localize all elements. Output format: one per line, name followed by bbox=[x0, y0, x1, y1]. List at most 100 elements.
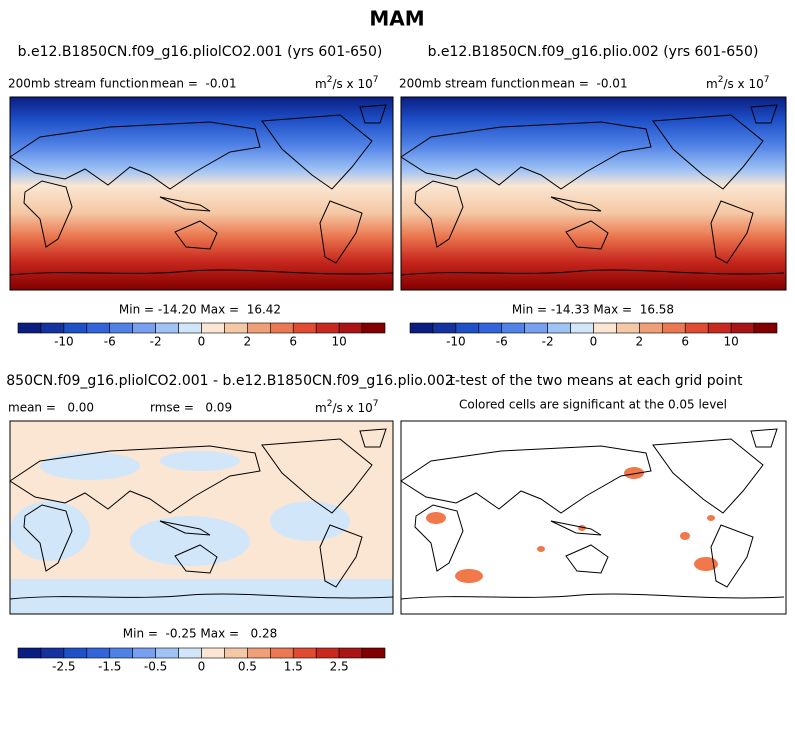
colorbar-box bbox=[247, 322, 271, 334]
colorbar-box bbox=[707, 322, 732, 334]
colorbar-box bbox=[109, 322, 133, 334]
colorbar-label: 6 bbox=[289, 335, 297, 349]
units-part: 2 bbox=[327, 399, 333, 409]
map bbox=[9, 420, 394, 615]
colorbar-box bbox=[639, 322, 663, 334]
colorbar-box bbox=[201, 647, 225, 659]
panel-title: b.e12.B1850CN.f09_g16.plio.002 (yrs 601-… bbox=[428, 44, 759, 60]
colorbar-label: -1.5 bbox=[98, 660, 121, 674]
colorbar-box bbox=[292, 647, 317, 659]
colorbar-box bbox=[361, 322, 386, 334]
colorbar-box bbox=[132, 647, 156, 659]
units-part: 2 bbox=[327, 75, 333, 85]
colorbar-label: -6 bbox=[496, 335, 508, 349]
colorbar-box bbox=[132, 322, 156, 334]
colorbar-box bbox=[662, 322, 686, 334]
colorbar-box bbox=[753, 322, 778, 334]
colorbar-box bbox=[524, 322, 548, 334]
colorbar-label: 2.5 bbox=[330, 660, 349, 674]
units: m2/s x 107 bbox=[706, 75, 769, 91]
colorbar-label: 6 bbox=[681, 335, 689, 349]
colorbar-box bbox=[593, 322, 617, 334]
units-part: /s x 10 bbox=[332, 77, 372, 91]
colorbar-box bbox=[178, 647, 202, 659]
map bbox=[400, 420, 787, 615]
rmse: rmse = 0.09 bbox=[150, 401, 232, 415]
colorbar-box bbox=[501, 322, 525, 334]
units: m2/s x 107 bbox=[315, 399, 378, 415]
colorbar-label: -0.5 bbox=[144, 660, 167, 674]
stats: Min = -14.20 Max = 16.42 bbox=[119, 303, 281, 317]
colorbar-box bbox=[224, 647, 248, 659]
colorbar-box bbox=[338, 647, 363, 659]
units-part: 7 bbox=[764, 75, 770, 85]
colorbar-box bbox=[109, 647, 133, 659]
colorbar-label: 1.5 bbox=[284, 660, 303, 674]
mean: mean = 0.00 bbox=[8, 401, 94, 415]
units-part: 7 bbox=[373, 75, 379, 85]
panel-title: 850CN.f09_g16.pliolCO2.001 - b.e12.B1850… bbox=[6, 373, 453, 389]
units-part: m bbox=[315, 401, 327, 415]
units-part: /s x 10 bbox=[332, 401, 372, 415]
colorbar-label: -2 bbox=[150, 335, 162, 349]
colorbar-box bbox=[315, 322, 340, 334]
colorbar-label: -10 bbox=[446, 335, 466, 349]
subtitle: 200mb stream function bbox=[8, 77, 149, 91]
colorbar-box bbox=[247, 647, 271, 659]
colorbar-box bbox=[155, 647, 179, 659]
subtitle: 200mb stream function bbox=[399, 77, 540, 91]
colorbar-box bbox=[730, 322, 755, 334]
colorbar-box bbox=[684, 322, 709, 334]
colorbar-label: 10 bbox=[723, 335, 738, 349]
colorbar-label: 0 bbox=[590, 335, 598, 349]
colorbar-box bbox=[178, 322, 202, 334]
colorbar-box bbox=[17, 322, 42, 334]
colorbar-box bbox=[155, 322, 179, 334]
map bbox=[400, 96, 787, 291]
colorbar-box bbox=[224, 322, 248, 334]
colorbar-box bbox=[86, 647, 111, 659]
mean: mean = -0.01 bbox=[541, 77, 628, 91]
colorbar-box bbox=[547, 322, 571, 334]
mean: mean = -0.01 bbox=[150, 77, 237, 91]
stats: Min = -14.33 Max = 16.58 bbox=[512, 303, 674, 317]
units-part: 2 bbox=[718, 75, 724, 85]
colorbar-label: 2 bbox=[244, 335, 252, 349]
colorbar-box bbox=[570, 322, 594, 334]
subtitle: Colored cells are significant at the 0.0… bbox=[459, 398, 727, 412]
colorbar-box bbox=[201, 322, 225, 334]
colorbar-box bbox=[63, 322, 88, 334]
colorbar-label: -2.5 bbox=[52, 660, 75, 674]
colorbar-label: 0 bbox=[198, 660, 206, 674]
colorbar-label: 0.5 bbox=[238, 660, 257, 674]
colorbar-label: 10 bbox=[331, 335, 346, 349]
map bbox=[9, 96, 394, 291]
colorbar-box bbox=[455, 322, 480, 334]
colorbar-box bbox=[63, 647, 88, 659]
panel-title: b.e12.B1850CN.f09_g16.pliolCO2.001 (yrs … bbox=[18, 44, 383, 60]
colorbar-box bbox=[616, 322, 640, 334]
colorbar-box bbox=[270, 322, 294, 334]
colorbar-box bbox=[270, 647, 294, 659]
colorbar-box bbox=[86, 322, 111, 334]
colorbar-label: -10 bbox=[54, 335, 74, 349]
colorbar-label: 0 bbox=[198, 335, 206, 349]
units: m2/s x 107 bbox=[315, 75, 378, 91]
colorbar-box bbox=[409, 322, 434, 334]
colorbar-box bbox=[40, 647, 65, 659]
panel-title: t-test of the two means at each grid poi… bbox=[450, 373, 743, 389]
colorbar-label: -6 bbox=[104, 335, 116, 349]
units-part: m bbox=[315, 77, 327, 91]
colorbar-box bbox=[17, 647, 42, 659]
colorbar-label: 2 bbox=[636, 335, 644, 349]
colorbar-box bbox=[361, 647, 386, 659]
units-part: m bbox=[706, 77, 718, 91]
colorbar-box bbox=[478, 322, 503, 334]
colorbar-label: -2 bbox=[542, 335, 554, 349]
figure-title: MAM bbox=[369, 7, 424, 31]
colorbar-box bbox=[292, 322, 317, 334]
units-part: 7 bbox=[373, 399, 379, 409]
colorbar-box bbox=[338, 322, 363, 334]
units-part: /s x 10 bbox=[723, 77, 763, 91]
